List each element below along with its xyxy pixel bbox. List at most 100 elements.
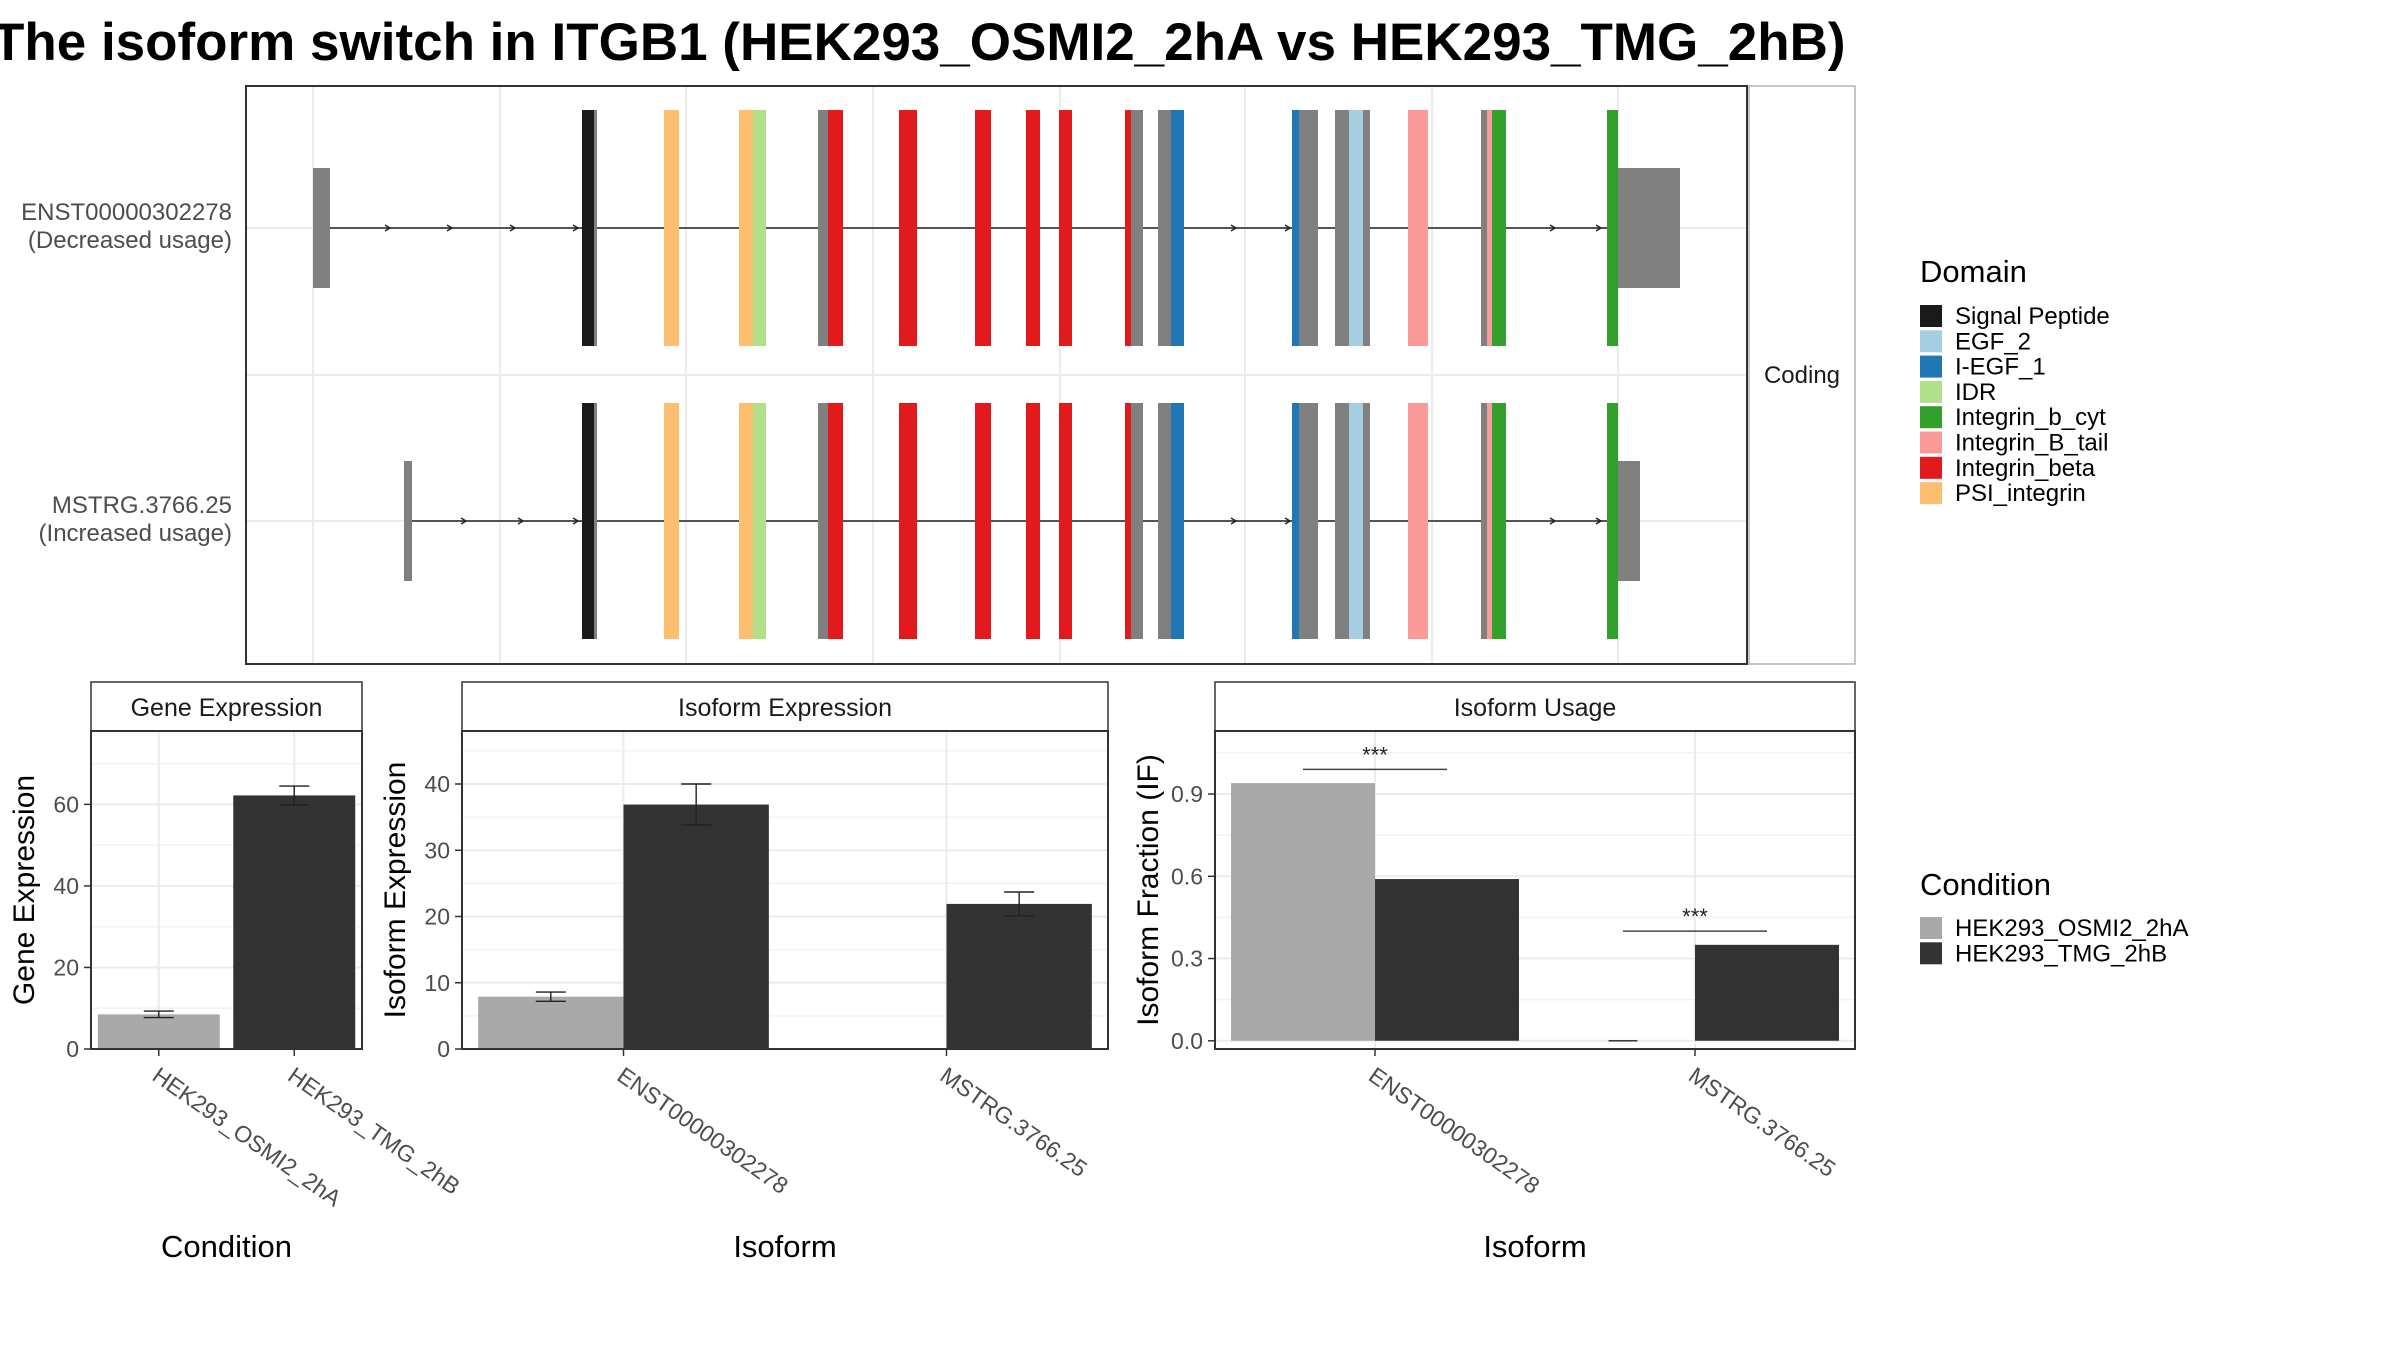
domain-legend-label: Integrin_B_tail	[1955, 430, 2108, 457]
intron-direction-arrow	[572, 517, 580, 525]
bar	[1375, 879, 1519, 1041]
bar	[946, 903, 1092, 1049]
domain-legend-key	[1920, 355, 1942, 378]
domain-exon	[664, 110, 679, 346]
y-tick-label: 0	[437, 1036, 450, 1062]
transcript-usage-label: (Decreased usage)	[28, 227, 232, 254]
domain-exon	[1171, 403, 1184, 639]
domain-exon	[1487, 110, 1492, 346]
facet-strip	[461, 681, 1109, 732]
y-tick-label: 40	[53, 873, 79, 899]
facet-strip-label: Isoform Expression	[678, 694, 892, 722]
panel-border	[90, 730, 363, 1050]
domain-legend-label: I-EGF_1	[1955, 354, 2046, 381]
figure-title: The isoform switch in ITGB1 (HEK293_OSMI…	[0, 13, 1846, 72]
domain-exon	[739, 403, 753, 639]
exon	[1335, 110, 1349, 346]
y-tick-label: 0.0	[1171, 1028, 1203, 1054]
domain-exon	[753, 110, 766, 346]
x-axis-title: Isoform	[733, 1229, 836, 1264]
intron-direction-arrow	[384, 224, 392, 232]
exon	[1481, 403, 1487, 639]
domain-exon	[1292, 403, 1299, 639]
exon	[594, 403, 597, 639]
domain-exon	[1492, 403, 1506, 639]
last-exon-utr	[1618, 461, 1640, 581]
domain-legend-key	[1920, 305, 1942, 327]
domain-legend-label: Integrin_b_cyt	[1955, 404, 2106, 431]
domain-legend-label: Integrin_beta	[1955, 455, 2096, 482]
intron-direction-arrow	[1549, 224, 1557, 232]
facet-strip-label: Gene Expression	[131, 694, 323, 722]
condition-legend-key	[1920, 917, 1942, 939]
exon	[1158, 403, 1171, 639]
domain-legend-label: PSI_integrin	[1955, 480, 2086, 507]
y-tick-label: 0.9	[1171, 781, 1203, 807]
domain-legend-label: Signal Peptide	[1955, 303, 2110, 330]
facet-strip-label: Isoform Usage	[1454, 694, 1617, 722]
domain-legend-title: Domain	[1920, 254, 2027, 289]
exon	[1158, 110, 1171, 346]
domain-legend-key	[1920, 330, 1942, 353]
domain-exon	[1607, 403, 1618, 639]
domain-exon	[1292, 110, 1299, 346]
transcript-usage-label: (Increased usage)	[39, 520, 232, 547]
structure-panel-border	[245, 85, 1748, 665]
intron-direction-arrow	[1284, 517, 1292, 525]
domain-exon	[899, 110, 917, 346]
intron-direction-arrow	[1230, 517, 1238, 525]
domain-exon	[1408, 110, 1428, 346]
y-tick-label: 40	[424, 771, 450, 797]
domain-exon	[1349, 110, 1363, 346]
exon	[818, 110, 828, 346]
y-tick-label: 0.3	[1171, 946, 1203, 972]
domain-exon	[1487, 403, 1492, 639]
domain-exon	[1059, 110, 1072, 346]
intron-direction-arrow	[1595, 517, 1603, 525]
domain-exon	[1492, 110, 1506, 346]
domain-legend-key	[1920, 380, 1942, 403]
condition-legend-key	[1920, 942, 1942, 965]
x-tick-label: MSTRG.3766.25	[936, 1062, 1092, 1182]
x-tick-label: ENST00000302278	[1364, 1062, 1544, 1199]
condition-legend-title: Condition	[1920, 867, 2051, 902]
domain-exon	[1408, 403, 1428, 639]
domain-legend-key	[1920, 406, 1942, 429]
domain-legend-key	[1920, 482, 1942, 505]
y-axis-title: Gene Expression	[8, 775, 41, 1005]
exon	[1299, 403, 1318, 639]
domain-exon	[582, 110, 594, 346]
domain-legend-key	[1920, 456, 1942, 479]
y-tick-label: 20	[53, 954, 79, 980]
utr-exon	[404, 461, 412, 581]
exon	[1131, 403, 1143, 639]
domain-exon	[753, 403, 766, 639]
facet-strip	[1214, 681, 1856, 732]
domain-exon	[975, 110, 991, 346]
domain-exon	[1026, 403, 1040, 639]
exon	[1335, 403, 1349, 639]
y-tick-label: 0	[66, 1036, 79, 1062]
facet-strip	[90, 681, 363, 732]
bar	[1695, 944, 1839, 1041]
condition-legend-label: HEK293_OSMI2_2hA	[1955, 915, 2188, 942]
coding-strip	[1748, 85, 1856, 665]
y-tick-label: 10	[424, 970, 450, 996]
domain-legend-key	[1920, 431, 1942, 454]
significance-label: ***	[1682, 904, 1708, 929]
bar	[97, 1014, 220, 1049]
exon	[1131, 110, 1143, 346]
coding-strip-label: Coding	[1764, 362, 1840, 389]
y-tick-label: 60	[53, 791, 79, 817]
intron-direction-arrow	[1230, 224, 1238, 232]
domain-exon	[1059, 403, 1072, 639]
domain-legend-label: EGF_2	[1955, 328, 2031, 355]
exon	[1363, 110, 1370, 346]
domain-exon	[899, 403, 917, 639]
intron-direction-arrow	[572, 224, 580, 232]
y-tick-label: 0.6	[1171, 863, 1203, 889]
significance-label: ***	[1362, 742, 1388, 767]
x-tick-label: ENST00000302278	[613, 1062, 793, 1199]
